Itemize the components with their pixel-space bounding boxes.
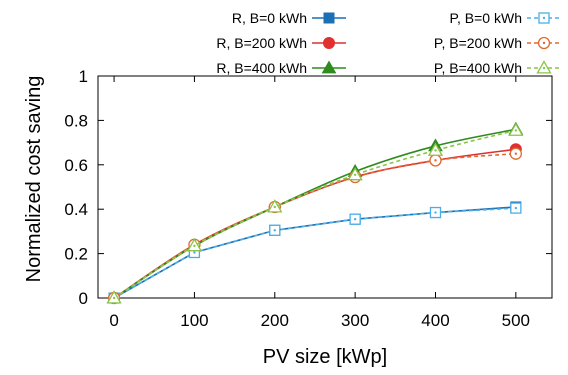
data-point-center xyxy=(353,217,357,221)
series-line xyxy=(113,128,517,299)
legend-item: R, B=200 kWh xyxy=(216,35,346,51)
series-line xyxy=(113,129,517,299)
legend-item: R, B=400 kWh xyxy=(216,60,346,76)
y-tick-label: 0 xyxy=(79,289,88,308)
legend-item: R, B=0 kWh xyxy=(232,10,346,26)
x-tick-label: 400 xyxy=(421,311,449,330)
legend-item: P, B=400 kWh xyxy=(434,60,561,76)
series-line xyxy=(113,207,516,299)
legend-label: P, B=200 kWh xyxy=(434,35,522,51)
legend-label: R, B=400 kWh xyxy=(216,60,307,76)
data-point-center xyxy=(193,244,196,248)
legend-marker-center xyxy=(542,16,546,20)
series-0 xyxy=(108,201,522,304)
legend-label: P, B=400 kWh xyxy=(434,60,522,76)
series-5 xyxy=(106,122,524,304)
series-line xyxy=(113,206,516,299)
legend: R, B=0 kWh R, B=200 kWh R, B=400 kWh P, B=0… xyxy=(216,10,561,76)
x-tick-label: 500 xyxy=(502,311,530,330)
legend-label: P, B=0 kWh xyxy=(449,10,522,26)
data-point-center xyxy=(514,152,518,155)
series-line xyxy=(113,148,516,299)
data-point-center xyxy=(112,296,116,300)
legend-marker xyxy=(321,60,337,74)
series-line xyxy=(113,152,516,299)
y-tick-label: 0.6 xyxy=(64,156,88,175)
series-3 xyxy=(108,202,522,304)
y-axis-title: Normalized cost saving xyxy=(23,76,45,283)
legend-item: P, B=0 kWh xyxy=(449,10,561,26)
legend-marker xyxy=(323,37,335,49)
data-point-center xyxy=(193,251,196,254)
data-point-center xyxy=(514,129,518,132)
series-2 xyxy=(106,121,524,304)
data-point-center xyxy=(514,206,518,210)
data-point-center xyxy=(353,173,357,176)
x-tick-label: 300 xyxy=(341,311,369,330)
legend-marker xyxy=(323,12,335,24)
data-point-center xyxy=(273,229,276,232)
x-tick-label: 100 xyxy=(180,311,208,330)
y-tick-label: 0.8 xyxy=(64,111,88,130)
y-tick-label: 1 xyxy=(79,67,88,86)
plot-frame xyxy=(97,75,553,299)
legend-item: P, B=200 kWh xyxy=(434,35,561,51)
y-tick-label: 0.2 xyxy=(64,245,88,264)
legend-marker-center xyxy=(542,66,546,70)
series-4 xyxy=(107,147,522,305)
y-tick-label: 0.4 xyxy=(64,200,88,219)
axes: 0 100 200 300 400 500 0 0.2 0.4 0.6 0.8 1 xyxy=(64,67,553,330)
legend-marker-center xyxy=(542,41,546,45)
x-tick-label: 0 xyxy=(109,311,118,330)
series-layer xyxy=(106,121,524,305)
data-point-center xyxy=(434,149,437,152)
data-point-center xyxy=(434,211,437,214)
series-1 xyxy=(108,143,522,304)
legend-label: R, B=200 kWh xyxy=(216,35,307,51)
data-point-center xyxy=(434,159,437,162)
x-tick-label: 200 xyxy=(261,311,289,330)
x-axis-title: PV size [kWp] xyxy=(263,346,387,368)
data-point-center xyxy=(273,205,276,209)
legend-label: R, B=0 kWh xyxy=(232,10,307,26)
